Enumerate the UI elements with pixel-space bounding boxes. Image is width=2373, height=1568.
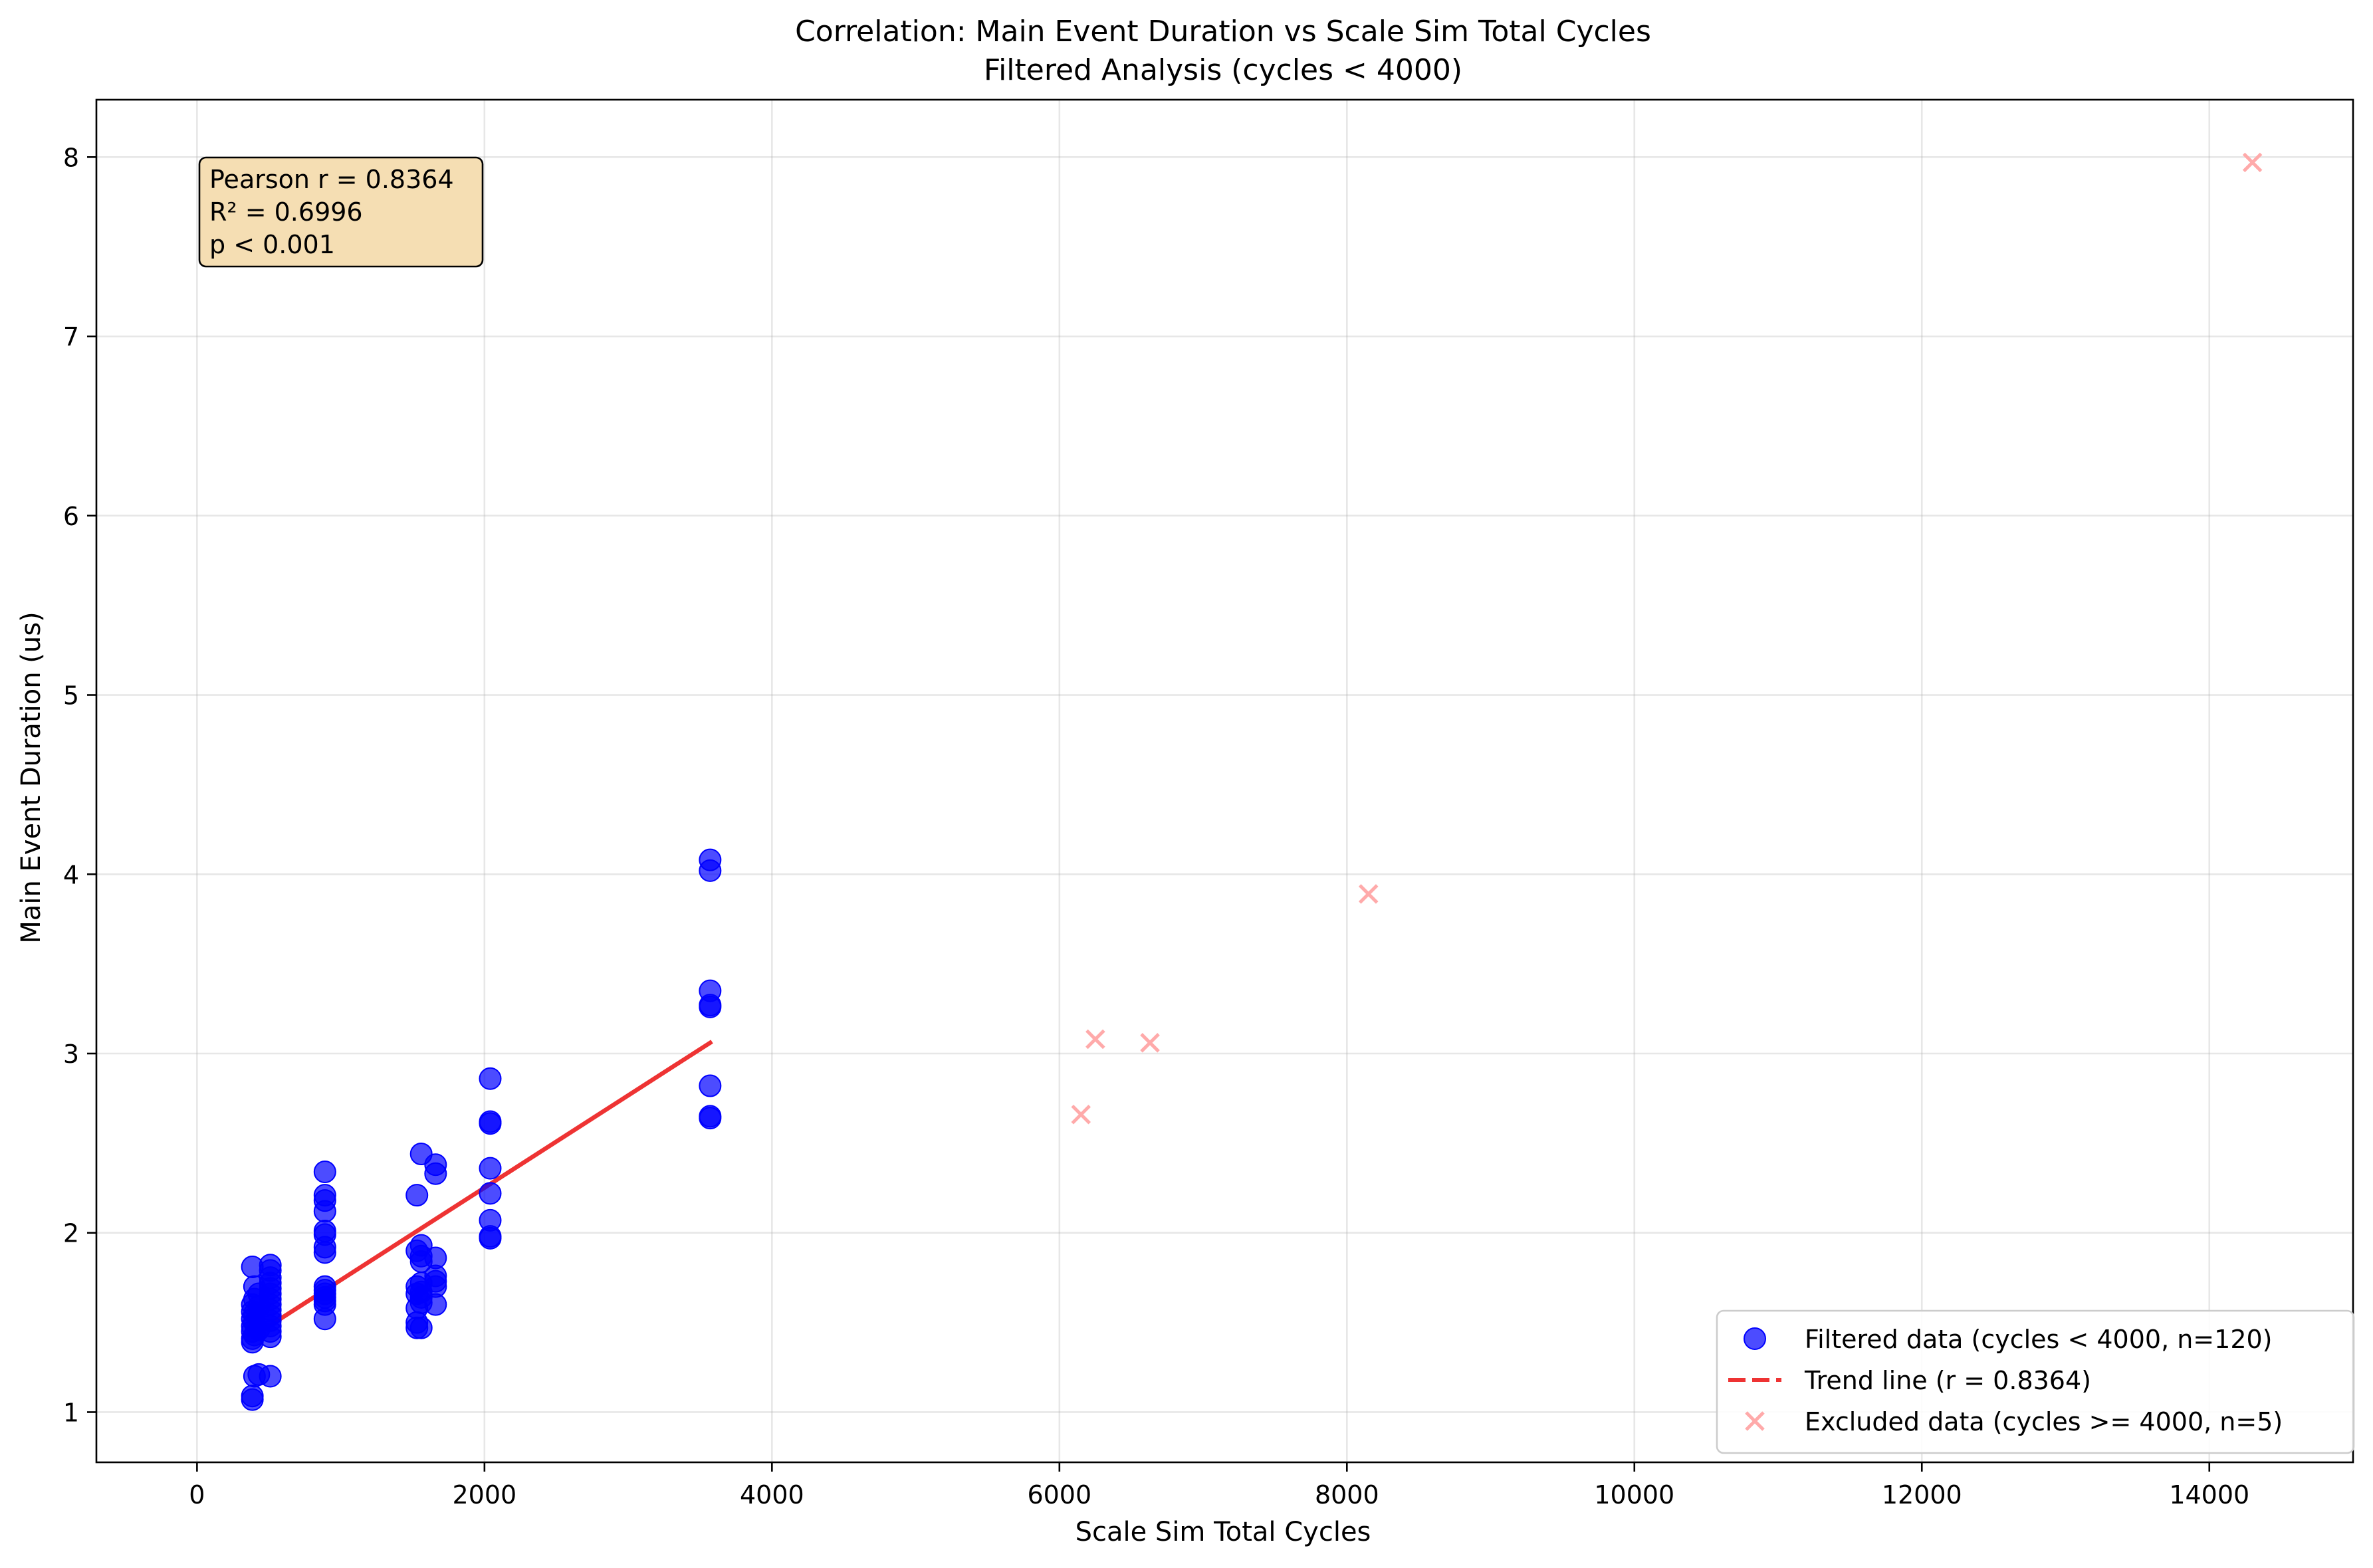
y-axis-ticks: 1 2 3 4 5 6 7 8 — [63, 143, 96, 1427]
filtered-data-point — [699, 1074, 722, 1097]
legend-excluded-marker — [1745, 1411, 1765, 1431]
x-tick-label: 4000 — [740, 1480, 804, 1510]
filtered-data-point — [409, 1316, 433, 1339]
stats-pearson-r: Pearson r = 0.8364 — [209, 165, 454, 194]
x-tick-label: 6000 — [1027, 1480, 1091, 1510]
filtered-data-point — [699, 1105, 722, 1128]
y-tick-label: 2 — [63, 1219, 79, 1248]
legend-frame — [1716, 1309, 2355, 1454]
y-tick-label: 6 — [63, 502, 79, 531]
excluded-data-point — [2242, 152, 2263, 173]
excluded-points-layer — [1071, 152, 2263, 1125]
excluded-data-point — [1085, 1029, 1105, 1050]
excluded-data-point — [1140, 1033, 1160, 1053]
stats-r-squared: R² = 0.6996 — [209, 197, 363, 227]
filtered-data-point — [313, 1220, 336, 1243]
filtered-data-point — [479, 1182, 502, 1205]
filtered-data-point — [479, 1110, 502, 1133]
x-tick-label: 14000 — [2169, 1480, 2249, 1510]
excluded-data-point — [1358, 884, 1379, 904]
y-tick-label: 5 — [63, 681, 79, 711]
chart-title-line-2: Filtered Analysis (cycles < 4000) — [984, 53, 1462, 87]
legend-trend-label: Trend line (r = 0.8364) — [1804, 1366, 2091, 1395]
filtered-data-point — [479, 1067, 502, 1090]
y-axis-label: Main Event Duration (us) — [16, 612, 47, 943]
y-tick-label: 4 — [63, 860, 79, 889]
stats-box-background — [198, 156, 484, 268]
filtered-data-point — [699, 979, 722, 1002]
filtered-data-point — [424, 1153, 447, 1176]
filtered-data-point — [259, 1365, 282, 1388]
y-tick-label: 3 — [63, 1040, 79, 1069]
x-axis-ticks: 0 2000 4000 6000 8000 10000 12000 14000 — [189, 1462, 2249, 1510]
filtered-data-point — [313, 1184, 336, 1207]
filtered-data-point — [313, 1275, 336, 1298]
legend-filtered-label: Filtered data (cycles < 4000, n=120) — [1805, 1325, 2273, 1354]
stats-box: Pearson r = 0.8364 R² = 0.6996 p < 0.001 — [198, 156, 484, 268]
y-tick-label: 1 — [63, 1398, 79, 1427]
filtered-data-point — [699, 848, 722, 871]
filtered-data-point — [241, 1385, 264, 1408]
filtered-data-point — [313, 1161, 336, 1184]
chart-title-line-1: Correlation: Main Event Duration vs Scal… — [795, 15, 1651, 49]
plot-frame — [95, 98, 2354, 1464]
filtered-data-point — [424, 1246, 447, 1270]
legend-filtered-marker — [1744, 1327, 1766, 1350]
filtered-data-point — [259, 1254, 282, 1277]
filtered-points-layer — [241, 848, 722, 1411]
x-tick-label: 2000 — [452, 1480, 516, 1510]
excluded-data-point — [1071, 1104, 1091, 1125]
filtered-data-point — [479, 1208, 502, 1232]
y-tick-label: 8 — [63, 143, 79, 172]
x-tick-label: 0 — [189, 1480, 205, 1510]
filtered-data-point — [409, 1234, 433, 1257]
x-axis-label: Scale Sim Total Cycles — [1075, 1517, 1371, 1547]
grid — [96, 100, 2353, 1462]
filtered-data-point — [479, 1157, 502, 1180]
x-tick-label: 8000 — [1315, 1480, 1379, 1510]
legend: Filtered data (cycles < 4000, n=120) Tre… — [1716, 1309, 2355, 1454]
y-tick-label: 7 — [63, 322, 79, 352]
stats-p-value: p < 0.001 — [209, 230, 335, 259]
x-tick-label: 10000 — [1594, 1480, 1674, 1510]
legend-excluded-label: Excluded data (cycles >= 4000, n=5) — [1805, 1407, 2283, 1436]
filtered-data-point — [405, 1184, 429, 1207]
x-tick-label: 12000 — [1882, 1480, 1962, 1510]
